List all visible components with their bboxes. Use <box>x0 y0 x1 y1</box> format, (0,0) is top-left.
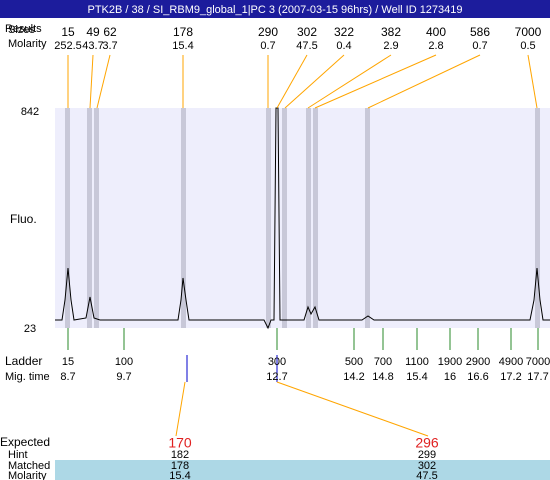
peak-size: 15 <box>61 25 75 39</box>
ladder-time: 16.6 <box>467 371 488 383</box>
expected-size: 296 <box>415 435 439 451</box>
peak-bands <box>65 108 540 328</box>
ladder-size: 100 <box>115 356 133 368</box>
ladder-time: 8.7 <box>60 371 75 383</box>
molarity: 15.4 <box>169 470 190 480</box>
expected-row-label: Expected <box>0 435 50 449</box>
title: PTK2B / 38 / SI_RBM9_global_1|PC 3 (2007… <box>87 4 462 16</box>
ladder-size: 1900 <box>438 356 462 368</box>
hint: 299 <box>418 449 436 461</box>
peak-size: 178 <box>173 25 193 39</box>
ladder-time: 12.7 <box>266 371 287 383</box>
expected-size: 170 <box>168 435 192 451</box>
peak-link <box>314 54 437 109</box>
ladder-time: 17.7 <box>527 371 548 383</box>
y-label: Fluo. <box>10 212 37 226</box>
ladder-time: 9.7 <box>116 371 131 383</box>
peak-link <box>89 54 94 109</box>
molarity: 47.5 <box>416 470 437 480</box>
peak-molarity: 47.5 <box>296 40 317 52</box>
plot-area <box>55 108 550 328</box>
peak-molarity: 43.7 <box>82 40 103 52</box>
ladder-time: 17.2 <box>500 371 521 383</box>
peak-size: 400 <box>426 25 446 39</box>
row-label: Sizes <box>8 24 35 36</box>
ladder-size: 15 <box>62 356 74 368</box>
link-line <box>175 381 186 437</box>
peak-size: 586 <box>470 25 490 39</box>
peak-link <box>367 54 481 109</box>
peak-size: 7000 <box>515 25 542 39</box>
time-label: Mig. time <box>5 371 50 383</box>
peak-molarity: 0.7 <box>472 40 487 52</box>
peak-molarity: 15.4 <box>172 40 193 52</box>
peak-molarity: 3.7 <box>102 40 117 52</box>
row-label: Molarity <box>8 38 47 50</box>
link-line <box>276 381 429 437</box>
ladder-time: 14.8 <box>372 371 393 383</box>
y-min: 23 <box>24 323 36 335</box>
peak-size: 49 <box>86 25 100 39</box>
peak-link <box>307 54 392 109</box>
peak-link <box>96 54 111 109</box>
peak-size: 302 <box>297 25 317 39</box>
ladder-time: 14.2 <box>343 371 364 383</box>
peak-molarity: 0.7 <box>260 40 275 52</box>
matched: 302 <box>418 460 436 472</box>
peak-size: 62 <box>103 25 117 39</box>
expected-row-label: Matched <box>8 460 50 472</box>
ladder-label: Ladder <box>5 354 42 368</box>
expected-row-label: Hint <box>8 449 28 461</box>
ladder-size: 300 <box>268 356 286 368</box>
peak-link <box>527 54 538 109</box>
ladder-size: 500 <box>345 356 363 368</box>
hint: 182 <box>171 449 189 461</box>
title-bar <box>0 0 550 18</box>
peak-molarity: 2.9 <box>383 40 398 52</box>
ladder-size: 700 <box>374 356 392 368</box>
expected-row-label: Molarity <box>8 470 47 480</box>
ladder-size: 1100 <box>405 356 429 368</box>
peak-molarity: 0.5 <box>520 40 535 52</box>
peak-molarity: 252.5 <box>54 40 82 52</box>
peak-size: 322 <box>334 25 354 39</box>
matched-band <box>55 460 550 480</box>
ladder-size: 2900 <box>466 356 490 368</box>
trace <box>55 107 550 330</box>
ladder-time: 15.4 <box>406 371 427 383</box>
ladder-time: 16 <box>444 371 456 383</box>
peak-size: 290 <box>258 25 278 39</box>
peak-link <box>276 54 308 109</box>
peak-link <box>284 54 345 109</box>
ladder-size: 7000 <box>526 356 550 368</box>
y-max: 842 <box>21 106 39 118</box>
row-label: Results <box>5 23 42 35</box>
peak-size: 382 <box>381 25 401 39</box>
matched: 178 <box>171 460 189 472</box>
ladder-size: 4900 <box>499 356 523 368</box>
peak-molarity: 0.4 <box>336 40 351 52</box>
peak-molarity: 2.8 <box>428 40 443 52</box>
